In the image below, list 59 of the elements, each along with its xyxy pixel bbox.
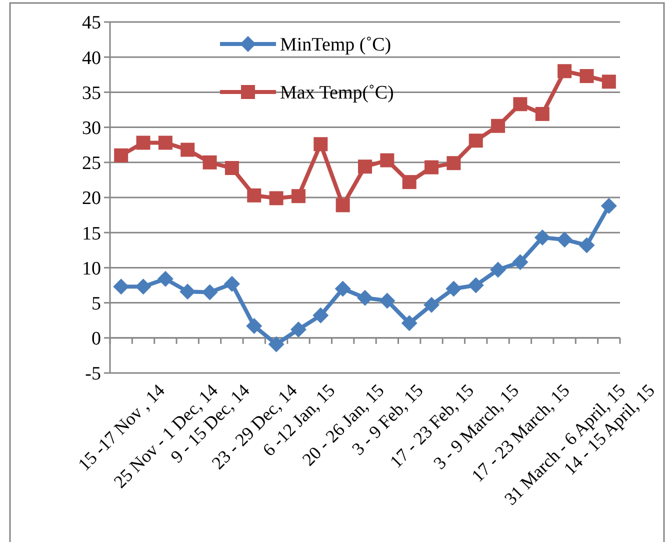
point (114, 148, 128, 162)
point (202, 155, 217, 170)
point (180, 284, 196, 300)
point (334, 280, 351, 297)
legend-label: MinTemp (˚C) (280, 34, 392, 56)
point (224, 276, 240, 292)
point (602, 74, 616, 89)
point (202, 284, 218, 300)
y-tick-label: 20 (82, 188, 101, 210)
point (424, 296, 440, 313)
point (578, 237, 595, 254)
point (402, 175, 416, 190)
point (380, 153, 394, 168)
point (580, 69, 594, 84)
y-tick-label: 5 (92, 293, 101, 314)
point (357, 290, 373, 306)
point (490, 262, 506, 278)
point (268, 336, 284, 352)
point (513, 97, 528, 112)
point (312, 307, 329, 324)
point (446, 156, 461, 170)
point (314, 137, 328, 152)
point (180, 142, 195, 157)
point (401, 315, 418, 332)
y-tick-label: 40 (82, 48, 101, 69)
y-tick-label: 25 (82, 153, 101, 174)
y-tick-label: 0 (92, 328, 101, 350)
point (512, 254, 528, 270)
point (534, 230, 550, 246)
y-tick-label: 35 (82, 82, 101, 104)
point (224, 161, 239, 176)
point (558, 64, 572, 78)
legend-label: Max Temp(˚C) (280, 82, 394, 104)
point (336, 198, 350, 212)
point (246, 318, 262, 334)
point (247, 188, 262, 202)
point (358, 160, 372, 174)
point (291, 189, 306, 204)
point (136, 136, 150, 150)
point (290, 321, 306, 338)
point (468, 134, 483, 148)
y-tick-label: 45 (82, 12, 101, 34)
y-tick-label: -5 (85, 364, 101, 385)
y-tick-label: 15 (82, 223, 101, 244)
point (600, 198, 617, 214)
point (491, 118, 506, 133)
point (157, 270, 174, 287)
point (269, 191, 284, 206)
point (135, 278, 152, 295)
y-tick-label: 10 (82, 258, 101, 280)
point (535, 106, 550, 121)
point (424, 160, 439, 174)
y-tick-label: 30 (82, 118, 101, 139)
point (556, 232, 573, 248)
point (113, 278, 130, 295)
point (379, 292, 396, 309)
point (468, 277, 484, 294)
point (446, 280, 462, 297)
point (158, 136, 172, 150)
